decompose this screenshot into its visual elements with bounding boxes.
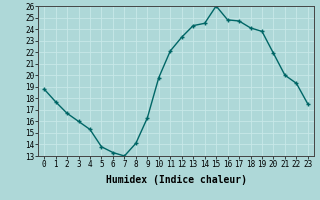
X-axis label: Humidex (Indice chaleur): Humidex (Indice chaleur) (106, 175, 246, 185)
